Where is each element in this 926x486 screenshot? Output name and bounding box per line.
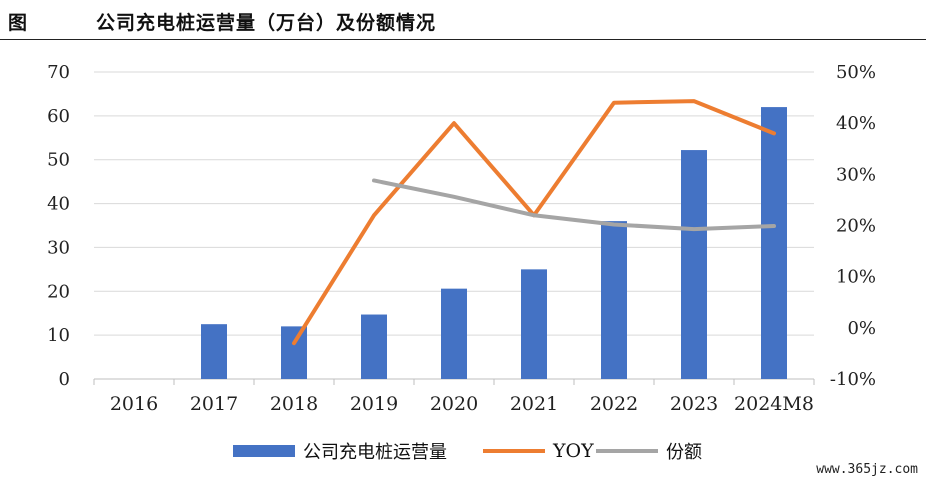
legend-item-volume: 公司充电桩运营量 <box>233 438 447 464</box>
legend-swatch-volume <box>233 445 295 457</box>
x-tick-label: 2018 <box>270 393 318 415</box>
legend-label-yoy: YOY <box>553 440 594 462</box>
legend-item-yoy: YOY <box>483 438 594 464</box>
figure-header: 图 公司充电桩运营量（万台）及份额情况 <box>0 0 926 40</box>
y-right-tick-label: 20% <box>836 216 876 237</box>
figure-label: 图 <box>8 12 28 34</box>
x-tick-label: 2023 <box>670 393 718 415</box>
legend-label-volume: 公司充电桩运营量 <box>303 442 447 463</box>
chart-legend: 公司充电桩运营量 YOY 份额 <box>0 438 926 464</box>
header-rule <box>0 39 926 40</box>
legend-label-share: 份额 <box>666 442 702 463</box>
y-left-tick-label: 10 <box>47 325 70 346</box>
y-left-tick-label: 20 <box>47 281 70 302</box>
bar-volume <box>521 269 547 379</box>
bar-volume <box>601 221 627 379</box>
y-left-tick-label: 30 <box>47 237 70 258</box>
x-tick-label: 2016 <box>110 393 158 415</box>
y-left-tick-label: 50 <box>47 150 70 171</box>
legend-swatch-yoy <box>483 449 545 453</box>
y-left-tick-label: 60 <box>47 106 70 127</box>
y-right-tick-label: -10% <box>830 369 876 390</box>
bar-volume <box>201 324 227 379</box>
x-tick-label: 2019 <box>350 393 398 415</box>
y-left-tick-label: 70 <box>47 62 70 83</box>
x-tick-label: 2021 <box>510 393 558 415</box>
x-tick-label: 2024M8 <box>734 393 814 415</box>
x-tick-label: 2022 <box>590 393 638 415</box>
y-right-tick-label: 10% <box>836 267 876 288</box>
y-right-tick-label: 40% <box>836 113 876 134</box>
bar-volume <box>361 314 387 379</box>
legend-swatch-share <box>596 449 658 453</box>
y-right-tick-label: 50% <box>836 62 876 83</box>
watermark-text: www.365jz.com <box>816 462 918 477</box>
bar-volume <box>761 107 787 379</box>
bar-volume <box>281 326 307 379</box>
y-right-tick-label: 30% <box>836 164 876 185</box>
chart-canvas: 0 10 20 30 40 50 60 70 -10% 0% 10% 20% 30% 40% 50% 2016… <box>47 62 876 415</box>
chart-title: 公司充电桩运营量（万台）及份额情况 <box>96 12 437 34</box>
legend-item-share: 份额 <box>596 438 702 464</box>
y-left-tick-label: 0 <box>59 369 70 390</box>
y-right-tick-label: 0% <box>847 318 876 339</box>
line-share <box>372 178 776 232</box>
bar-volume <box>441 288 467 379</box>
bar-volume <box>681 150 707 379</box>
y-left-tick-label: 40 <box>47 194 70 215</box>
x-tick-label: 2017 <box>190 393 238 415</box>
x-tick-label: 2020 <box>430 393 478 415</box>
